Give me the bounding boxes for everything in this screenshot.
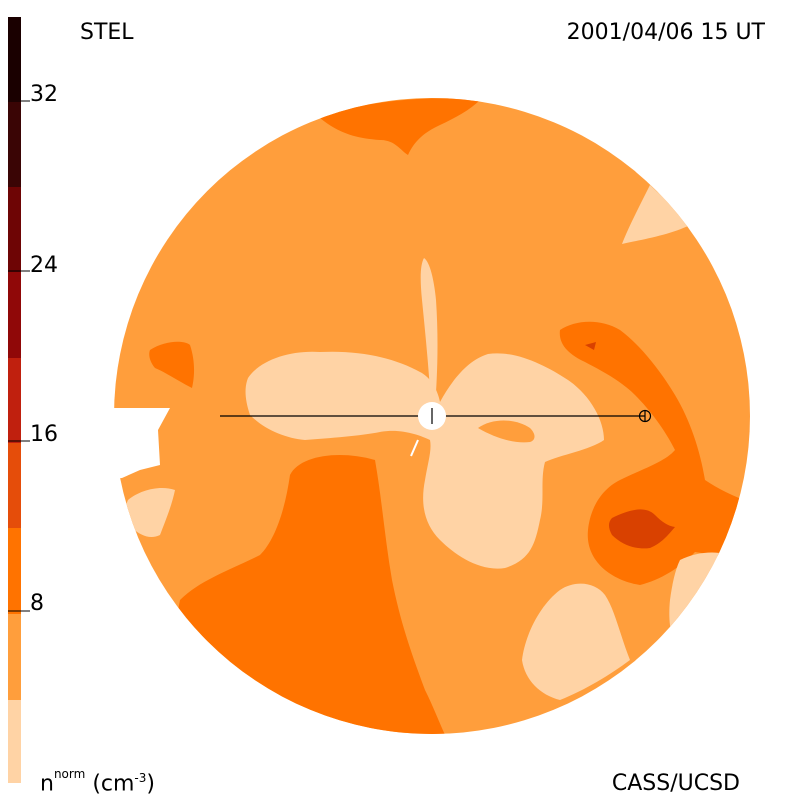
south-streak [410, 439, 419, 457]
colorbar-tick-label-24: 24 [30, 253, 58, 278]
density-region-right-band [559, 321, 750, 585]
colorbar-tick-label-32: 32 [30, 82, 58, 107]
unit-base: n [40, 771, 54, 797]
timestamp-label: 2001/04/06 15 UT [566, 20, 765, 45]
density-region-left-dark [149, 341, 195, 388]
density-region-north-streamer [420, 258, 438, 395]
density-colorbar [8, 17, 30, 783]
credit-label: CASS/UCSD [611, 771, 740, 796]
colorbar-segment-7 [8, 187, 21, 272]
unit-open: (cm [92, 771, 135, 797]
colorbar-segment-1 [8, 700, 21, 783]
density-region-center-light [245, 351, 605, 569]
density-region-speck [585, 342, 596, 350]
colorbar-tick-label-8: 8 [30, 591, 44, 616]
colorbar-segment-5 [8, 358, 21, 443]
unit-superscript: norm [53, 767, 86, 781]
colorbar-segment-2 [8, 614, 21, 700]
colorbar-segment-4 [8, 443, 21, 528]
colorbar-segment-9 [8, 17, 21, 100]
observatory-label: STEL [80, 20, 134, 45]
map-edge-gap [100, 408, 170, 480]
density-region-center-wedge [478, 420, 535, 443]
colorbar-segment-8 [8, 100, 21, 187]
density-region-dark-core [609, 509, 675, 549]
density-region-top [320, 98, 480, 155]
density-region-left-light [125, 488, 175, 538]
unit-exponent: -3 [134, 771, 147, 785]
unit-close: ) [146, 771, 155, 797]
density-region-top-right-light [622, 185, 690, 244]
colorbar-segment-6 [8, 272, 21, 358]
density-region-lower-right-light [522, 583, 630, 700]
unit-label: nnorm (cm-3) [40, 768, 155, 797]
density-region-far-right-light [669, 552, 740, 650]
colorbar-segment-3 [8, 528, 21, 614]
colorbar-tick-label-16: 16 [30, 422, 58, 447]
